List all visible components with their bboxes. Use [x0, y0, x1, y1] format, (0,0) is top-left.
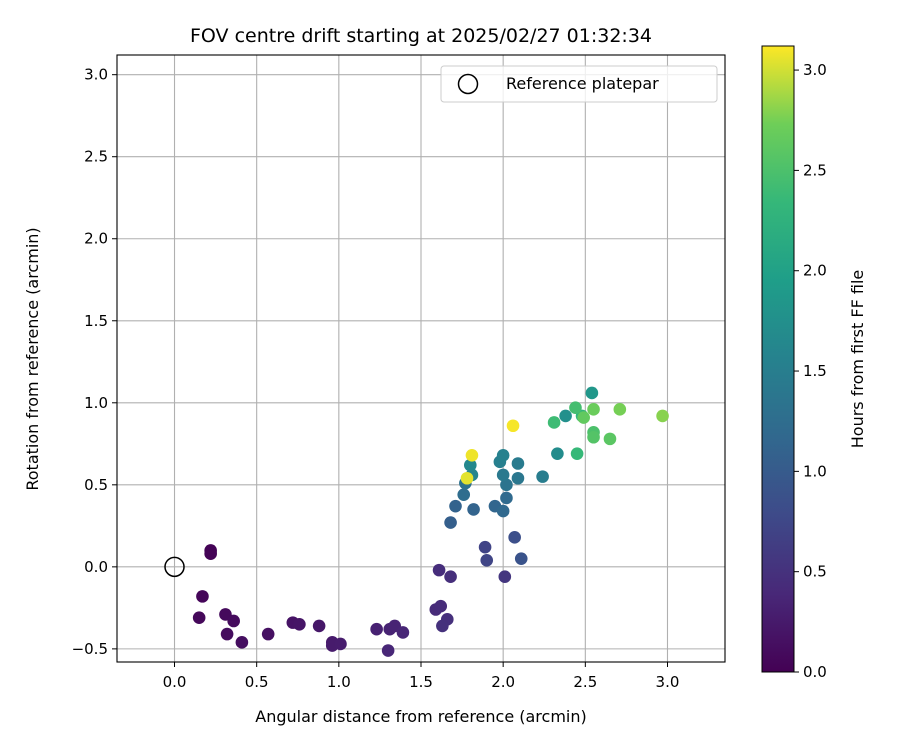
- colorbar-tick-label: 3.0: [803, 61, 827, 79]
- axis-ticks: 0.0 0.5 1.0 1.5 2.0 2.5 3.0 −0.5 0.0 0.5 1.0 1.5 2.0…: [72, 66, 680, 691]
- grid-lines: [117, 55, 725, 662]
- x-tick-label: 1.0: [327, 673, 351, 691]
- y-tick-label: 2.5: [84, 148, 108, 166]
- data-point: [192, 611, 206, 625]
- colorbar-frame: [761, 45, 795, 673]
- data-point: [496, 448, 510, 462]
- data-point: [396, 626, 410, 639]
- x-tick-label: 2.5: [573, 673, 597, 691]
- data-point: [587, 430, 600, 444]
- data-point: [511, 457, 525, 470]
- data-point: [547, 416, 561, 429]
- data-point: [381, 644, 395, 657]
- data-point: [293, 617, 306, 631]
- data-point: [261, 627, 275, 641]
- y-tick-label: 2.0: [84, 230, 108, 248]
- data-point: [551, 447, 564, 460]
- data-point: [434, 599, 448, 613]
- chart-title: FOV centre drift starting at 2025/02/27 …: [190, 25, 652, 47]
- data-point: [496, 504, 510, 518]
- data-point: [463, 458, 477, 472]
- data-point: [511, 471, 525, 485]
- data-point: [603, 432, 617, 446]
- colorbar-tick-label: 1.5: [803, 362, 827, 380]
- y-tick-label: −0.5: [72, 640, 108, 658]
- data-point: [506, 419, 520, 433]
- y-tick-label: 1.0: [84, 394, 108, 412]
- data-point: [465, 448, 479, 462]
- data-point: [432, 563, 446, 577]
- x-tick-label: 3.0: [656, 673, 680, 691]
- colorbar-tick-label: 1.0: [803, 462, 827, 480]
- data-point: [220, 627, 234, 641]
- legend: Reference platepar: [440, 65, 718, 103]
- data-point: [478, 540, 492, 554]
- data-point: [227, 614, 240, 628]
- data-point: [460, 471, 474, 485]
- data-point: [500, 478, 513, 492]
- data-point: [444, 516, 457, 529]
- data-point: [235, 636, 249, 649]
- data-point: [569, 401, 582, 415]
- data-point: [514, 552, 528, 565]
- data-point: [449, 499, 462, 513]
- data-point: [370, 622, 383, 636]
- data-points: [192, 386, 669, 657]
- data-point: [496, 468, 510, 482]
- y-axis-label: Rotation from reference (arcmin): [23, 227, 42, 490]
- x-axis-label: Angular distance from reference (arcmin): [255, 707, 586, 726]
- data-point: [656, 409, 669, 423]
- data-point: [500, 491, 513, 505]
- data-point: [577, 411, 590, 424]
- colorbar-tick-label: 0.5: [803, 563, 827, 581]
- y-tick-label: 0.5: [84, 476, 108, 494]
- colorbar: 0.0 0.5 1.0 1.5 2.0 2.5 3.0 Hours from first F…: [761, 45, 867, 681]
- colorbar-tick-label: 0.0: [803, 663, 827, 681]
- data-point: [444, 570, 457, 583]
- legend-box: [440, 65, 718, 103]
- x-tick-label: 2.0: [491, 673, 515, 691]
- data-point: [204, 547, 217, 561]
- x-tick-label: 1.5: [409, 673, 433, 691]
- plot-frame: [116, 54, 726, 663]
- data-point: [587, 403, 600, 416]
- data-point: [480, 553, 494, 567]
- data-point: [508, 531, 521, 544]
- data-point: [570, 447, 584, 460]
- colorbar-tick-label: 2.0: [803, 262, 827, 280]
- data-point: [559, 409, 572, 423]
- data-point: [334, 637, 347, 651]
- data-point: [312, 619, 326, 633]
- y-tick-label: 3.0: [84, 66, 108, 84]
- colorbar-ticks: 0.0 0.5 1.0 1.5 2.0 2.5 3.0: [794, 61, 827, 681]
- reference-platepar-marker: [164, 556, 185, 578]
- x-tick-label: 0.0: [163, 673, 187, 691]
- data-point: [196, 590, 209, 603]
- data-point: [613, 403, 627, 416]
- data-point: [585, 386, 599, 400]
- y-tick-label: 1.5: [84, 312, 108, 330]
- data-point: [457, 488, 471, 501]
- legend-label: Reference platepar: [506, 74, 659, 93]
- legend-reference-icon: [457, 73, 479, 95]
- data-point: [536, 470, 549, 483]
- data-point: [436, 619, 449, 633]
- data-point: [467, 503, 480, 516]
- colorbar-label: Hours from first FF file: [848, 270, 867, 449]
- data-point: [498, 570, 512, 583]
- y-tick-label: 0.0: [84, 558, 108, 576]
- colorbar-tick-label: 2.5: [803, 161, 827, 179]
- x-tick-label: 0.5: [245, 673, 269, 691]
- colorbar-gradient: [762, 46, 794, 672]
